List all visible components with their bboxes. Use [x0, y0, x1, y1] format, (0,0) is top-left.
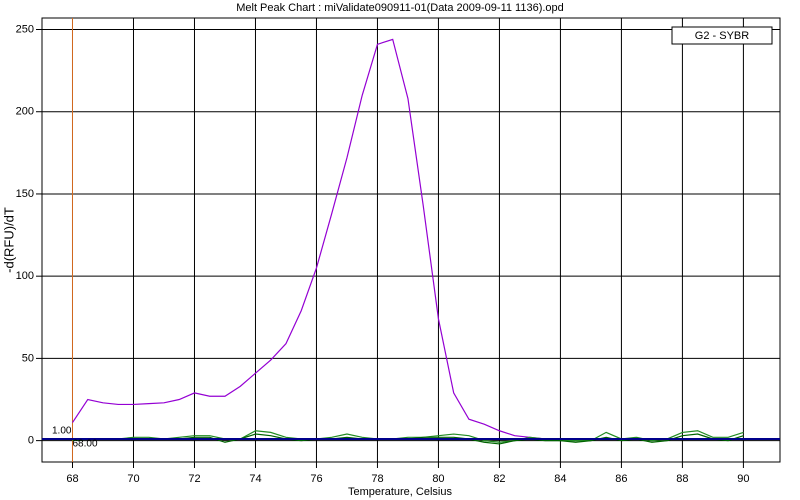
x-axis-label: Temperature, Celsius — [348, 486, 452, 498]
y-tick-label: 150 — [16, 188, 34, 200]
chart-title: Melt Peak Chart : miValidate090911-01(Da… — [236, 2, 564, 14]
plot-frame — [41, 17, 781, 463]
x-tick-label: 70 — [127, 473, 139, 485]
marker-label: 68.00 — [72, 439, 97, 450]
x-tick-label: 84 — [554, 473, 566, 485]
x-tick-label: 80 — [432, 473, 444, 485]
x-tick-label: 90 — [737, 473, 749, 485]
x-tick-label: 78 — [371, 473, 383, 485]
y-tick-label: 200 — [16, 106, 34, 118]
y-tick-label: 100 — [16, 270, 34, 282]
threshold-label: 1.00 — [52, 426, 72, 437]
series-line — [72, 430, 744, 443]
y-axis-label: -d(RFU)/dT — [1, 207, 16, 273]
x-tick-label: 88 — [676, 473, 688, 485]
x-tick-label: 82 — [493, 473, 505, 485]
y-tick-label: 0 — [28, 435, 34, 447]
x-tick-label: 76 — [310, 473, 322, 485]
x-tick-label: 86 — [615, 473, 627, 485]
x-tick-label: 72 — [188, 473, 200, 485]
x-tick-label: 68 — [66, 473, 78, 485]
y-tick-label: 250 — [16, 23, 34, 35]
legend-label: G2 - SYBR — [695, 30, 749, 42]
x-tick-label: 74 — [249, 473, 261, 485]
y-tick-label: 50 — [22, 352, 34, 364]
legend-box — [671, 26, 773, 45]
